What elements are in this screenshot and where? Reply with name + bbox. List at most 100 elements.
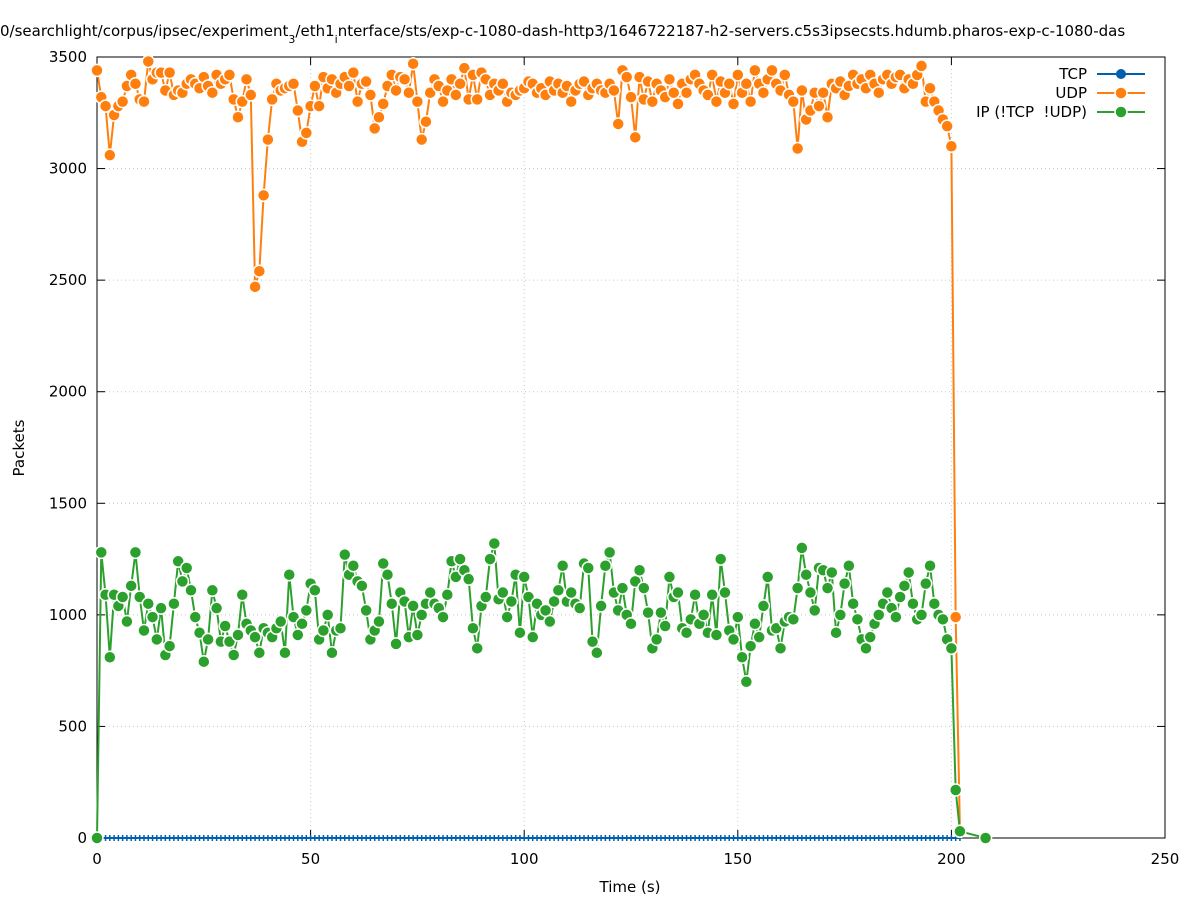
- plot-border: [96, 56, 1166, 839]
- data-point: [98, 99, 113, 113]
- data-point: [231, 628, 245, 642]
- data-point: [201, 632, 215, 647]
- y-tick-label: 2000: [49, 383, 87, 401]
- data-point: [389, 83, 403, 98]
- data-point: [897, 579, 912, 593]
- legend-label: IP (!TCP !UDP): [976, 103, 1087, 121]
- data-point: [517, 570, 531, 584]
- data-point: [376, 97, 390, 111]
- data-point: [812, 99, 826, 113]
- data-point: [389, 637, 403, 651]
- data-point: [654, 605, 668, 620]
- data-point: [179, 561, 194, 575]
- data-point: [671, 585, 685, 600]
- y-tick-label: 3500: [49, 48, 87, 66]
- data-point: [115, 590, 130, 604]
- data-point: [346, 65, 361, 80]
- data-point: [722, 77, 737, 91]
- data-point: [914, 59, 929, 73]
- data-point: [402, 85, 416, 100]
- data-point: [410, 94, 425, 109]
- data-point: [748, 63, 762, 78]
- data-point: [756, 85, 771, 100]
- data-point: [479, 590, 493, 604]
- data-point: [325, 646, 339, 660]
- data-point: [765, 63, 779, 78]
- plot-area: [90, 54, 993, 845]
- x-tick-label: 150: [723, 850, 752, 868]
- data-point: [320, 608, 335, 622]
- data-point: [414, 132, 429, 147]
- data-point: [167, 596, 181, 611]
- data-point: [799, 567, 813, 582]
- y-tick-label: 500: [58, 717, 87, 735]
- data-point: [649, 632, 664, 647]
- data-point: [440, 588, 455, 602]
- data-point: [483, 552, 497, 566]
- data-point: [713, 552, 728, 566]
- grid: [96, 56, 1166, 839]
- data-point: [218, 619, 232, 633]
- data-point: [162, 65, 177, 80]
- data-point: [825, 565, 839, 580]
- data-point: [513, 625, 527, 640]
- series-line: [96, 60, 961, 832]
- data-point: [141, 596, 156, 611]
- title-segment: i: [335, 33, 338, 46]
- data-point: [226, 648, 241, 662]
- data-point: [743, 94, 758, 109]
- data-point: [175, 574, 190, 589]
- data-point: [645, 94, 660, 109]
- data-point: [291, 103, 305, 118]
- data-point: [786, 612, 801, 627]
- data-point: [308, 583, 322, 598]
- data-point: [103, 650, 117, 665]
- data-point: [773, 641, 788, 656]
- data-point: [709, 628, 724, 642]
- data-point: [748, 617, 762, 631]
- data-point: [726, 632, 741, 647]
- data-point: [923, 559, 937, 573]
- data-point: [859, 641, 873, 656]
- data-point: [90, 831, 104, 845]
- data-point: [406, 599, 420, 613]
- title-segment: 3: [288, 33, 295, 46]
- data-point: [410, 628, 425, 642]
- data-point: [154, 601, 168, 615]
- series-line: [96, 542, 986, 839]
- data-point: [235, 588, 249, 602]
- data-point: [94, 545, 109, 560]
- data-point: [406, 56, 420, 71]
- data-point: [662, 570, 677, 584]
- data-point: [624, 617, 638, 631]
- data-point: [145, 610, 160, 624]
- data-point: [816, 85, 830, 100]
- data-point: [760, 570, 775, 584]
- data-point: [555, 559, 570, 573]
- data-point: [376, 556, 390, 571]
- data-point: [209, 601, 224, 615]
- y-tick-label: 2500: [49, 271, 87, 289]
- data-point: [872, 608, 886, 622]
- data-point: [735, 650, 749, 665]
- data-point: [239, 72, 254, 87]
- data-point: [124, 579, 138, 593]
- data-point: [312, 99, 326, 113]
- data-point: [863, 630, 877, 644]
- data-point: [282, 567, 296, 582]
- data-point: [624, 90, 638, 104]
- data-point: [756, 599, 771, 613]
- data-point: [739, 77, 754, 91]
- data-point: [380, 567, 395, 582]
- data-point: [547, 594, 561, 609]
- legend-marker: [1116, 69, 1126, 79]
- data-point: [731, 610, 745, 624]
- data-point: [414, 608, 429, 622]
- data-point: [470, 92, 484, 107]
- data-point: [248, 280, 262, 294]
- legend-marker: [1114, 86, 1128, 100]
- axes: 0 500 1000 1500 2000 2500 3000 3500 0 50 100 150 200…: [49, 48, 1180, 868]
- data-point: [919, 576, 933, 591]
